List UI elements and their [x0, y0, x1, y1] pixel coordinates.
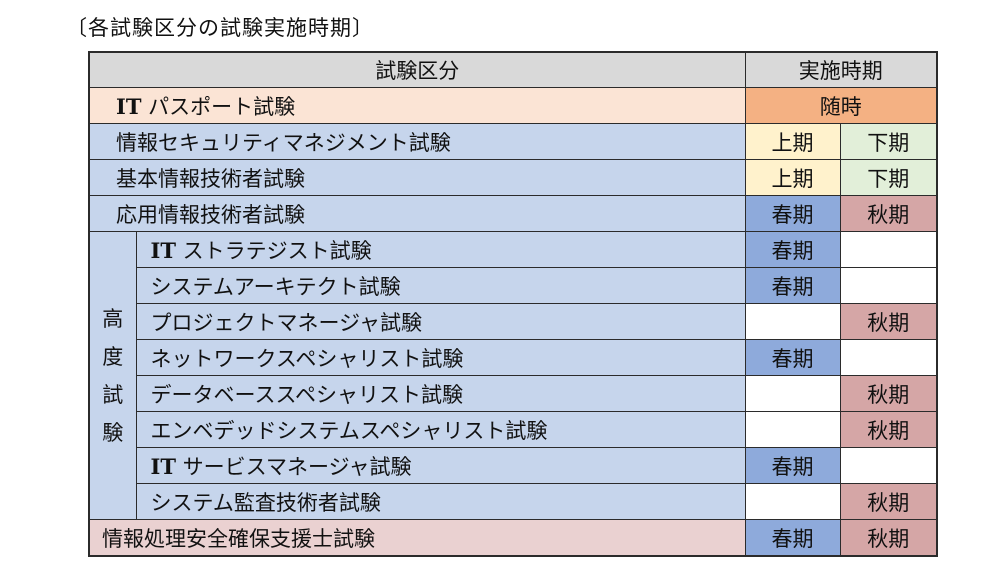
header-period: 実施時期	[744, 51, 938, 88]
group-label-char: 験	[102, 420, 124, 445]
exam-name-text: パスポート試験	[141, 94, 296, 119]
exam-name: IT サービスマネージャ試験	[135, 447, 746, 484]
period-first-cell: 春期	[744, 195, 841, 232]
exam-name: 情報セキュリティマネジメント試験	[88, 123, 746, 160]
period-first-cell: 上期	[744, 123, 841, 160]
exam-prefix: IT	[116, 93, 142, 119]
table-row: IT パスポート試験 随時	[88, 87, 938, 124]
period-first-cell: 春期	[744, 447, 841, 484]
table-row: IT サービスマネージャ試験 春期	[89, 447, 938, 484]
period-first-cell: 春期	[744, 267, 841, 304]
table-row: ネットワークスペシャリスト試験 春期	[89, 339, 938, 376]
period-second-cell: 秋期	[839, 195, 938, 232]
header-category: 試験区分	[88, 51, 746, 88]
period-first-cell	[744, 303, 841, 340]
exam-name: 応用情報技術者試験	[88, 195, 746, 232]
advanced-exam-group-label: 高 度 試 験	[88, 231, 137, 520]
table-row: 情報セキュリティマネジメント試験 上期 下期	[88, 123, 938, 160]
group-label-char: 度	[102, 344, 124, 369]
period-first-cell	[744, 375, 841, 412]
exam-name: 基本情報技術者試験	[88, 159, 746, 196]
table-row: システムアーキテクト試験 春期	[89, 267, 938, 304]
period-first-cell	[744, 411, 841, 448]
exam-name: プロジェクトマネージャ試験	[135, 303, 746, 340]
exam-name: IT ストラテジスト試験	[135, 231, 746, 268]
exam-name: データベーススペシャリスト試験	[135, 375, 746, 412]
period-second-cell: 秋期	[839, 411, 938, 448]
exam-name: システムアーキテクト試験	[135, 267, 746, 304]
page-title: 〔各試験区分の試験実施時期〕	[66, 16, 374, 40]
period-second-cell: 秋期	[839, 303, 938, 340]
exam-name-text: サービスマネージャ試験	[175, 454, 412, 479]
table-row: エンベデッドシステムスペシャリスト試験 秋期	[89, 411, 938, 448]
exam-name: ネットワークスペシャリスト試験	[135, 339, 746, 376]
table-row: 高 度 試 験 IT ストラテジスト試験 春期	[88, 231, 938, 520]
table-row: システム監査技術者試験 秋期	[89, 483, 938, 520]
period-cell: 随時	[744, 87, 938, 124]
group-label-char: 試	[102, 382, 124, 407]
group-label-char: 高	[102, 306, 124, 331]
exam-name: IT パスポート試験	[88, 87, 746, 124]
exam-name: システム監査技術者試験	[135, 483, 746, 520]
period-second-cell: 秋期	[839, 519, 938, 557]
table-row: 情報処理安全確保支援士試験 春期 秋期	[88, 519, 938, 557]
exam-name: 情報処理安全確保支援士試験	[88, 519, 746, 557]
period-first-cell: 春期	[744, 231, 841, 268]
period-second-cell	[839, 339, 938, 376]
period-first-cell: 上期	[744, 159, 841, 196]
table-row: プロジェクトマネージャ試験 秋期	[89, 303, 938, 340]
exam-prefix: IT	[150, 237, 176, 263]
table-row: 応用情報技術者試験 春期 秋期	[88, 195, 938, 232]
period-first-cell	[744, 483, 841, 520]
exam-prefix: IT	[150, 453, 176, 479]
period-second-cell: 下期	[839, 123, 938, 160]
exam-name: エンベデッドシステムスペシャリスト試験	[135, 411, 746, 448]
table-header-row: 試験区分 実施時期	[88, 51, 938, 88]
exam-schedule-table: 試験区分 実施時期 IT パスポート試験 随時 情報セキュリティマネジメント試験…	[88, 51, 938, 557]
exam-name-text: ストラテジスト試験	[175, 238, 372, 263]
period-second-cell	[839, 267, 938, 304]
period-second-cell	[839, 447, 938, 484]
table-row: データベーススペシャリスト試験 秋期	[89, 375, 938, 412]
period-second-cell: 下期	[839, 159, 938, 196]
period-first-cell: 春期	[744, 339, 841, 376]
period-first-cell: 春期	[744, 519, 841, 557]
table-row: 基本情報技術者試験 上期 下期	[88, 159, 938, 196]
period-second-cell	[839, 231, 938, 268]
period-second-cell: 秋期	[839, 375, 938, 412]
period-second-cell: 秋期	[839, 483, 938, 520]
